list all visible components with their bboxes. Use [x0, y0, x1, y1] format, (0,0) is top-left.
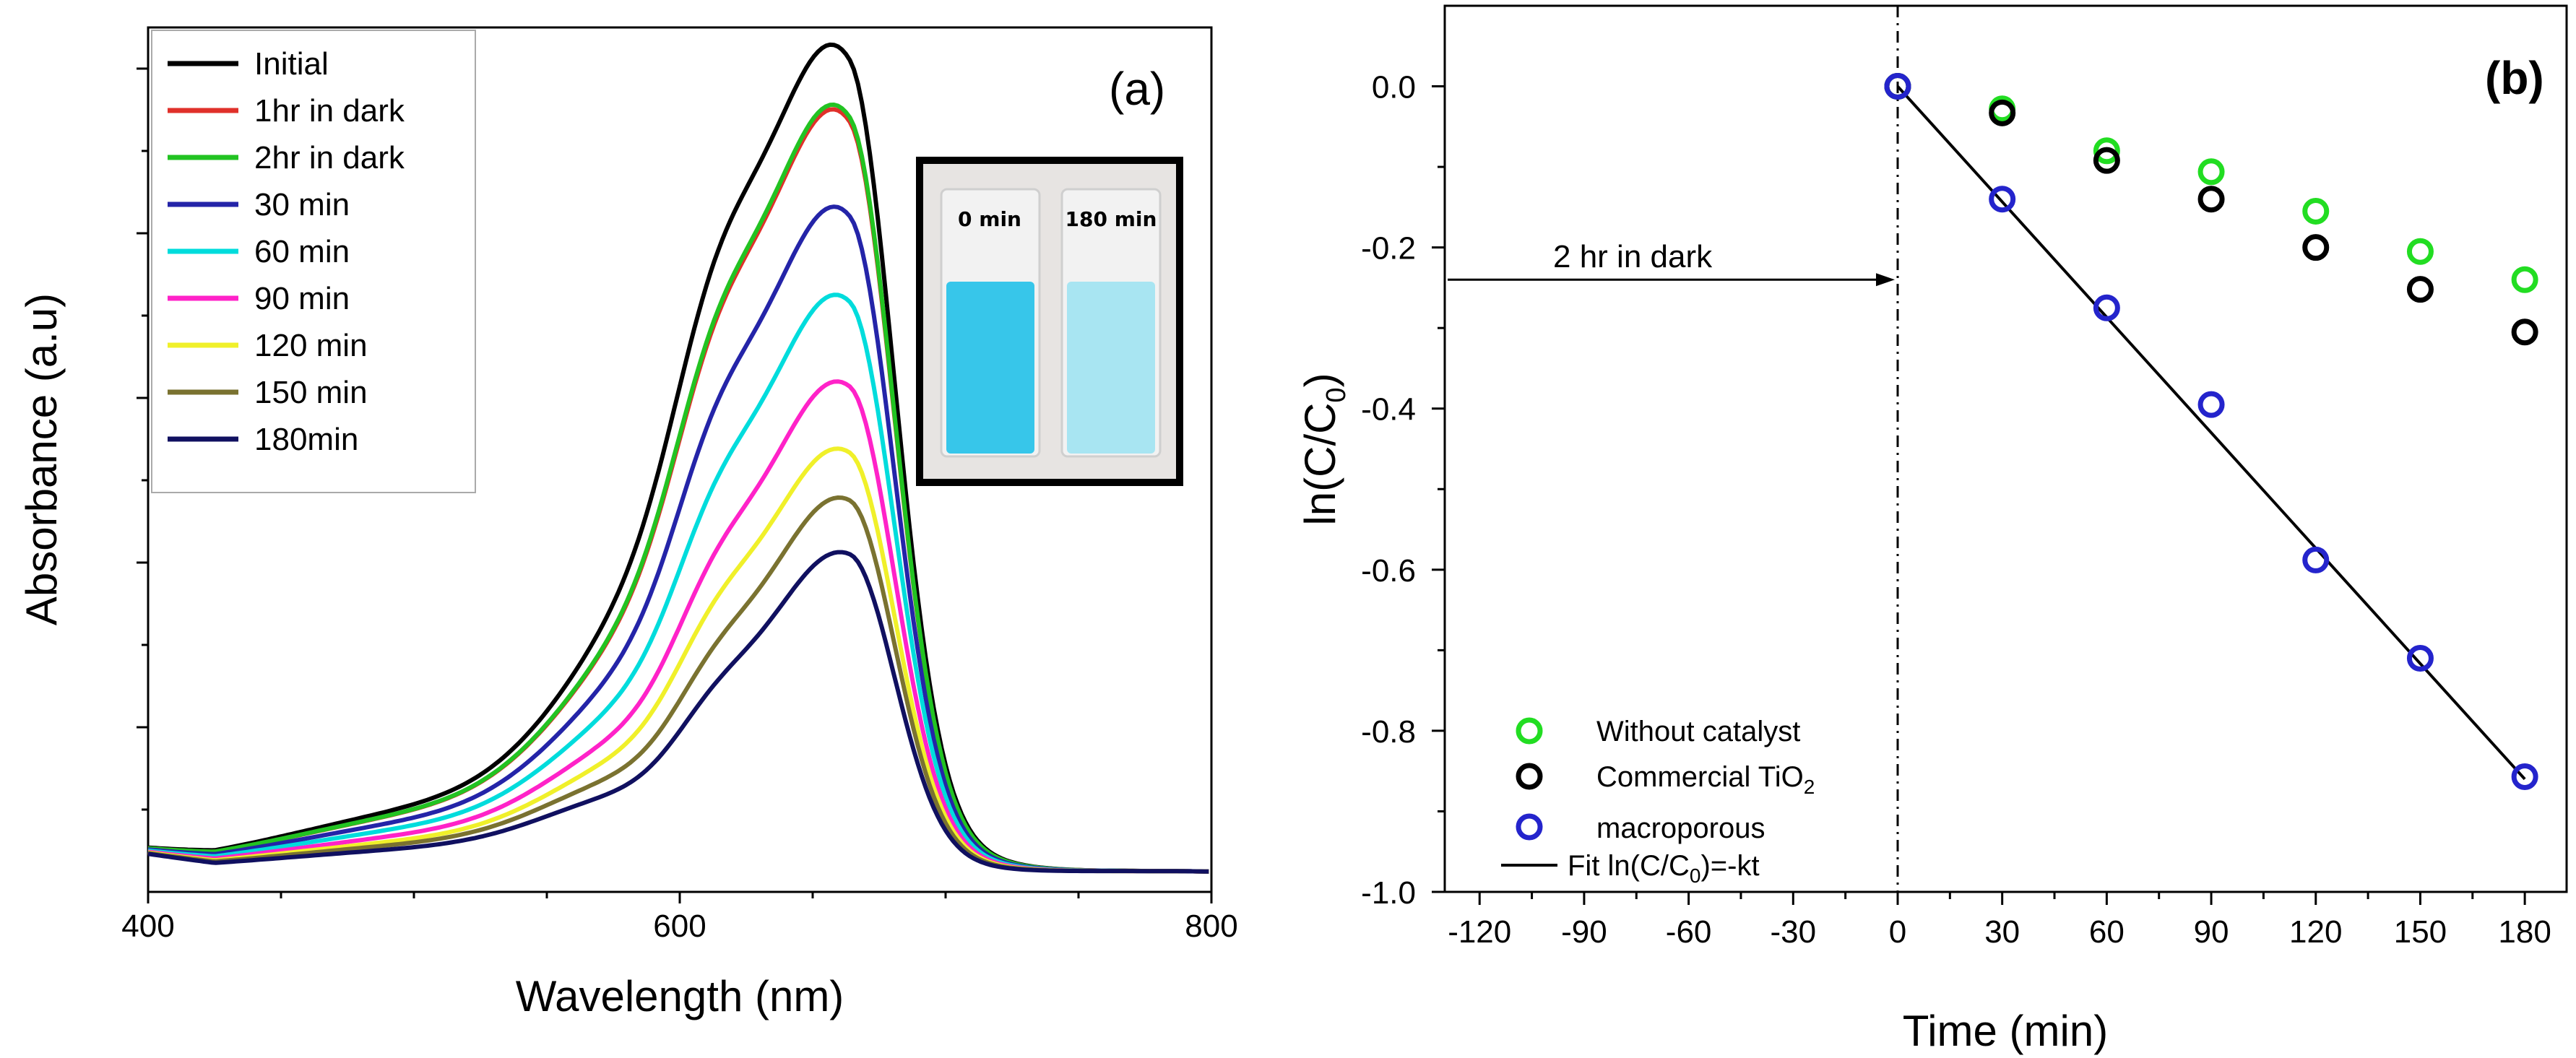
panel-b-ytick-label: -1.0 [1361, 875, 1416, 911]
point-series-0-4 [2302, 197, 2330, 225]
point-series-0-6 [2511, 266, 2538, 293]
panel-a: 400 600 800 Wavelength (nm) Absorbance (a.… [17, 26, 1238, 1020]
inset-label-180min: 180 min [1066, 207, 1157, 231]
panel-b-xlabel: Time (min) [1903, 1007, 2108, 1055]
legend-label-4: 60 min [254, 234, 350, 269]
legend-label-0: Initial [254, 46, 329, 82]
legend-tio2-main: Commercial TiO [1596, 761, 1804, 793]
point-series-1-5 [2406, 276, 2434, 303]
legend-label-6: 120 min [254, 328, 368, 363]
legend-label-8: 180min [254, 422, 358, 457]
panel-a-xtick-label: 600 [653, 909, 706, 944]
panel-a-legend: Initial 1hr in dark 2hr in dark 30 min 60 mi… [151, 30, 476, 493]
legend-label-commercial-tio2: Commercial TiO2 [1596, 761, 1815, 798]
panel-b-xtick-label: 150 [2394, 914, 2447, 950]
panel-a-xlabel: Wavelength (nm) [516, 972, 844, 1020]
legend-label-without-catalyst: Without catalyst [1596, 716, 1800, 747]
panel-b-xtick-label: -60 [1666, 914, 1712, 950]
panel-b-ticks: -120 -90 -60 -30 0 30 60 90 120 150 180 0.0 -0.2 -0.4… [1361, 70, 2551, 950]
panel-b-ytick-label: -0.8 [1361, 714, 1416, 750]
point-series-2-6 [2511, 763, 2538, 790]
dark-arrow-head [1875, 273, 1895, 287]
panel-a-legend-box [151, 30, 476, 493]
panel-b-xtick-label: 0 [1889, 914, 1906, 950]
legend-tio2-sub: 2 [1804, 776, 1815, 798]
panel-b-ylabel-main: ln(C/C [1296, 403, 1344, 526]
panel-b-plot-frame [1443, 4, 2568, 893]
panel-b-xtick-label: 60 [2089, 914, 2125, 950]
panel-a-legend-items: Initial 1hr in dark 2hr in dark 30 min 60 mi… [168, 46, 405, 457]
point-series-1-3 [2197, 186, 2225, 213]
legend-fit-sub: 0 [1690, 864, 1701, 887]
panel-b-ytick-label: -0.4 [1361, 392, 1416, 428]
legend-label-2: 2hr in dark [254, 140, 405, 175]
point-series-2-4 [2302, 546, 2330, 573]
inset-label-0min: 0 min [958, 207, 1021, 231]
point-series-0-5 [2406, 238, 2434, 265]
panel-a-label: (a) [1109, 63, 1165, 115]
point-series-2-5 [2406, 645, 2434, 672]
panel-b-xtick-label: 30 [1984, 914, 2020, 950]
point-series-2-2 [2093, 294, 2120, 321]
legend-label-fit: Fit ln(C/C0)=-kt [1568, 850, 1760, 887]
point-series-1-2 [2093, 147, 2120, 174]
dark-annotation-text: 2 hr in dark [1553, 239, 1713, 274]
inset-solution-right [1067, 282, 1155, 454]
panel-b-xtick-label: 120 [2289, 914, 2342, 950]
panel-b-xtick-label: 180 [2498, 914, 2551, 950]
panel-b-xtick-label: 90 [2194, 914, 2229, 950]
legend-label-3: 30 min [254, 187, 350, 222]
panel-b-ylabel-end: ) [1296, 373, 1344, 387]
panel-a-inset-photo: 0 min 180 min [916, 157, 1183, 486]
fit-line [1896, 85, 2526, 781]
panel-b-ytick-label: -0.6 [1361, 553, 1416, 589]
spectrum-curve-8 [147, 550, 1209, 874]
legend-label-macroporous: macroporous [1596, 812, 1765, 844]
point-series-1-4 [2302, 234, 2330, 261]
panel-b: -120 -90 -60 -30 0 30 60 90 120 150 180 0.0 -0.2 -0.4… [1296, 4, 2568, 1055]
point-series-2-1 [1989, 186, 2016, 213]
panel-a-ticks: 400 600 800 [121, 67, 1238, 944]
panel-b-xtick-label: -90 [1561, 914, 1607, 950]
legend-fit-main: Fit ln(C/C [1568, 850, 1690, 882]
panel-b-ytick-label: 0.0 [1372, 70, 1416, 105]
point-series-1-1 [1989, 99, 2016, 126]
panel-a-ylabel: Absorbance (a.u) [17, 293, 66, 625]
point-series-1-6 [2511, 318, 2538, 346]
point-series-0-3 [2197, 158, 2225, 186]
legend-fit-end: )=-kt [1700, 850, 1759, 882]
point-series-2-3 [2197, 391, 2225, 418]
legend-marker-without-catalyst [1516, 717, 1543, 745]
legend-label-1: 1hr in dark [254, 93, 405, 129]
panel-a-xtick-label: 800 [1185, 909, 1237, 944]
panel-b-ytick-label: -0.2 [1361, 231, 1416, 266]
spectrum-curve-7 [147, 495, 1209, 874]
legend-marker-macroporous [1516, 813, 1543, 841]
panel-b-ylabel: ln(C/C0) [1296, 373, 1352, 525]
legend-marker-commercial-tio2 [1516, 763, 1543, 790]
panel-b-label: (b) [2485, 52, 2544, 104]
panel-b-ylabel-sub: 0 [1321, 387, 1352, 402]
panel-a-xtick-label: 400 [121, 909, 174, 944]
legend-label-5: 90 min [254, 281, 350, 316]
panel-b-xtick-label: -30 [1771, 914, 1817, 950]
point-series-2-0 [1884, 73, 1911, 100]
inset-solution-left [946, 282, 1034, 454]
panel-b-marks [1448, 6, 2538, 892]
legend-label-7: 150 min [254, 375, 368, 410]
panel-b-legend: Without catalyst Commercial TiO2 macropo… [1501, 716, 1815, 887]
panel-a-curves [147, 42, 1209, 874]
point-series-0-2 [2093, 137, 2120, 165]
panel-b-xtick-label: -120 [1448, 914, 1511, 950]
